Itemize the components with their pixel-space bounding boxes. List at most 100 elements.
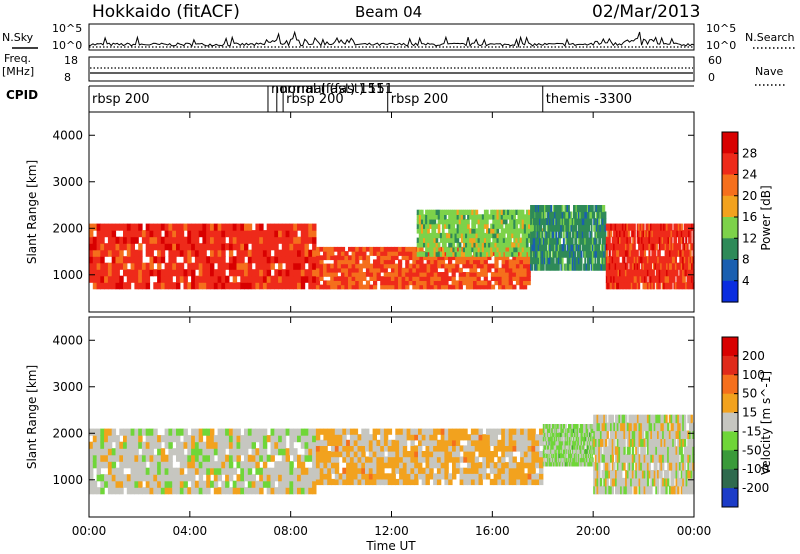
data-cell <box>448 276 453 281</box>
data-cell <box>515 255 521 261</box>
data-cell <box>141 282 147 290</box>
data-cell <box>557 244 560 252</box>
data-cell <box>494 276 499 281</box>
data-cell <box>575 453 577 459</box>
data-cell <box>285 282 290 290</box>
data-cell <box>579 428 582 433</box>
data-cell <box>630 422 633 432</box>
data-cell <box>418 214 422 220</box>
data-cell <box>551 440 553 446</box>
data-cell <box>679 236 682 244</box>
data-cell <box>553 440 556 446</box>
data-cell <box>531 445 536 452</box>
data-cell <box>621 438 624 447</box>
data-cell <box>262 480 268 488</box>
data-cell <box>636 477 640 487</box>
data-cell <box>100 454 105 462</box>
data-cell <box>568 444 571 450</box>
data-cell <box>304 435 309 443</box>
data-cell <box>330 255 335 261</box>
data-cell <box>662 485 665 495</box>
data-cell <box>399 478 404 486</box>
data-cell <box>433 223 437 229</box>
data-cell <box>351 284 356 290</box>
data-cell <box>149 256 154 264</box>
data-cell <box>599 250 602 258</box>
data-cell <box>680 438 683 447</box>
data-cell <box>89 480 94 488</box>
data-cell <box>433 462 438 469</box>
data-cell <box>467 214 470 220</box>
data-cell <box>613 230 616 238</box>
data-cell <box>552 444 555 450</box>
data-cell <box>168 448 173 456</box>
data-cell <box>580 205 583 213</box>
data-cell <box>160 480 166 488</box>
data-cell <box>312 223 317 231</box>
data-cell <box>620 414 623 424</box>
data-cell <box>535 205 538 213</box>
data-cell <box>465 232 468 239</box>
data-cell <box>278 487 283 495</box>
cpid-event-label: rbsp 200 <box>391 92 449 107</box>
data-cell <box>232 487 238 495</box>
data-cell <box>604 462 608 471</box>
data-cell <box>500 214 504 220</box>
data-cell <box>297 467 302 475</box>
data-cell <box>469 267 474 273</box>
data-cell <box>608 236 611 244</box>
data-cell <box>573 461 575 467</box>
data-cell <box>657 249 660 257</box>
data-cell <box>232 441 238 449</box>
data-cell <box>579 263 582 271</box>
data-cell <box>683 470 687 479</box>
data-cell <box>592 444 594 450</box>
data-cell <box>644 262 647 270</box>
data-cell <box>623 422 626 432</box>
data-cell <box>594 422 598 432</box>
data-cell <box>601 438 604 447</box>
data-cell <box>508 473 514 480</box>
data-cell <box>326 263 331 269</box>
data-cell <box>556 205 559 213</box>
data-cell <box>658 230 661 238</box>
data-cell <box>145 454 151 462</box>
data-cell <box>525 219 529 225</box>
data-cell <box>589 237 592 245</box>
data-cell <box>512 255 517 261</box>
data-cell <box>293 236 298 244</box>
data-cell <box>568 432 570 438</box>
data-cell <box>630 470 633 479</box>
data-cell <box>232 256 238 264</box>
data-cell <box>581 461 583 467</box>
data-cell <box>648 230 651 238</box>
data-cell <box>579 457 582 463</box>
data-cell <box>365 267 371 273</box>
data-cell <box>562 453 565 459</box>
nave-label: Nave <box>755 65 783 78</box>
data-cell <box>89 441 94 449</box>
data-cell <box>533 257 536 265</box>
data-cell <box>610 430 613 439</box>
data-cell <box>686 282 689 290</box>
data-cell <box>274 256 279 264</box>
data-cell <box>353 467 359 474</box>
data-cell <box>418 462 423 469</box>
data-cell <box>586 231 589 239</box>
data-cell <box>232 448 238 456</box>
power-heatmap <box>89 205 695 290</box>
data-cell <box>244 461 249 469</box>
data-cell <box>119 448 124 456</box>
data-cell <box>670 243 673 251</box>
data-cell <box>138 243 143 251</box>
data-cell <box>319 428 325 435</box>
data-cell <box>191 223 196 231</box>
data-cell <box>164 474 169 482</box>
data-cell <box>519 219 523 225</box>
data-cell <box>281 448 287 456</box>
data-cell <box>497 478 502 486</box>
data-cell <box>555 211 558 219</box>
data-cell <box>588 250 590 258</box>
data-cell <box>635 256 638 264</box>
data-cell <box>607 236 610 244</box>
